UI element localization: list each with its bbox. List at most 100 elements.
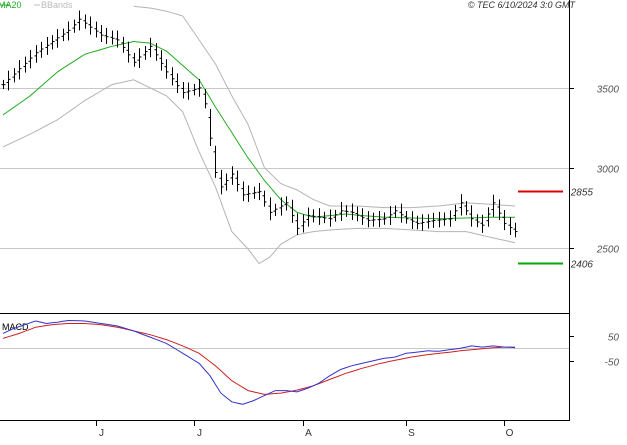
ohlc-bar [464,201,469,216]
ohlc-bar [328,209,333,227]
price-y-tick-label: 2500 [596,245,620,256]
price-grid [0,88,569,249]
ohlc-bar [164,59,169,79]
ohlc-bar [273,203,278,217]
ohlc-bar [339,202,344,222]
ohlc-bar [121,36,126,53]
ohlc-bar [45,37,50,55]
ohlc-bar [257,182,262,201]
price-y-axis: 2500 3000 3500 [569,85,619,256]
ohlc-bar [6,70,11,91]
ohlc-bar [388,206,393,225]
price-y-tick-label: 3000 [597,165,620,176]
ohlc-bar [28,50,33,69]
ohlc-bar [186,82,191,100]
ohlc-bar [148,37,153,58]
ohlc-bar [306,207,311,227]
ohlc-bar [426,214,431,229]
ohlc-bar [175,73,180,94]
ohlc-bar [208,108,213,146]
ohlc-bar [39,41,44,58]
ohlc-bars [1,10,518,238]
ohlc-bar [132,52,137,67]
ohlc-bar [442,212,447,226]
ohlc-bar [366,211,371,228]
ohlc-bar [88,16,93,35]
ohlc-bar [170,67,175,86]
ohlc-bar [83,14,88,29]
macd-line [2,319,516,405]
ohlc-bar [94,21,99,38]
copyright-text: © TEC 6/10/2024 3:0 GMT [468,0,577,10]
ohlc-bar [393,205,398,218]
ohlc-bar [143,45,148,60]
ohlc-bar [230,166,235,185]
ohlc-bar [377,211,382,228]
price-y-tick-label: 3500 [597,85,620,96]
ohlc-bar [355,206,360,222]
bollinger-upper-band [133,5,516,209]
ohlc-bar [1,79,6,89]
ohlc-bar [301,214,306,233]
ohlc-bar [502,210,507,231]
ohlc-bar [290,199,295,223]
ohlc-bar [410,211,415,229]
ohlc-bar [431,212,436,228]
ohlc-bar [284,196,289,211]
ohlc-bar [262,190,267,207]
ohlc-bar [246,185,251,202]
ohlc-bar [72,19,77,33]
ohlc-bar [66,21,71,41]
macd-y-tick-label: 50 [608,333,620,344]
ohlc-bar [350,203,355,220]
ohlc-bar [110,30,115,45]
ohlc-bar [508,216,513,235]
ohlc-bar [252,186,257,199]
ohlc-bar [99,25,104,43]
x-month-label: J [197,428,202,439]
ohlc-bar [437,211,442,228]
ohlc-bar [203,89,208,109]
ohlc-bar [415,215,420,230]
ohlc-bar [404,211,409,224]
x-month-label: O [506,428,514,439]
ohlc-bar [497,199,502,220]
ma20-legend-label: MA20 [0,0,22,10]
ohlc-bar [23,56,28,73]
ohlc-bar [382,212,387,225]
ohlc-bar [295,213,300,235]
ma20-line [2,40,515,220]
ohlc-bar [197,79,202,97]
ohlc-bar [241,181,246,202]
ohlc-bar [317,208,322,225]
ohlc-bar [513,222,518,238]
ohlc-bar [322,211,327,224]
ohlc-bar [137,48,142,69]
macd-grid: 50 -50 [0,333,619,369]
bbands-legend-label: BBands [41,0,73,10]
x-month-label: S [408,428,415,439]
ohlc-bar [224,173,229,191]
ohlc-bar [453,204,458,221]
ohlc-bar [360,208,365,225]
x-month-label: A [305,428,312,439]
ohlc-bar [50,35,55,50]
ma20-line-group [2,40,515,220]
ohlc-bar [486,207,491,227]
ohlc-bar [469,205,474,227]
ohlc-bar [213,145,218,178]
ohlc-bar [126,41,131,63]
ohlc-bar [420,214,425,231]
ohlc-bar [12,68,17,83]
resistance-level-label: 2855 [570,188,594,199]
ohlc-bar [104,27,109,44]
ohlc-bar [475,214,480,228]
ohlc-bar [17,60,22,80]
ohlc-bar [77,10,82,31]
ohlc-bar [371,212,376,227]
price-levels: 2855 2406 [518,188,593,271]
bollinger-bands [2,5,516,265]
macd-lines [2,319,516,405]
